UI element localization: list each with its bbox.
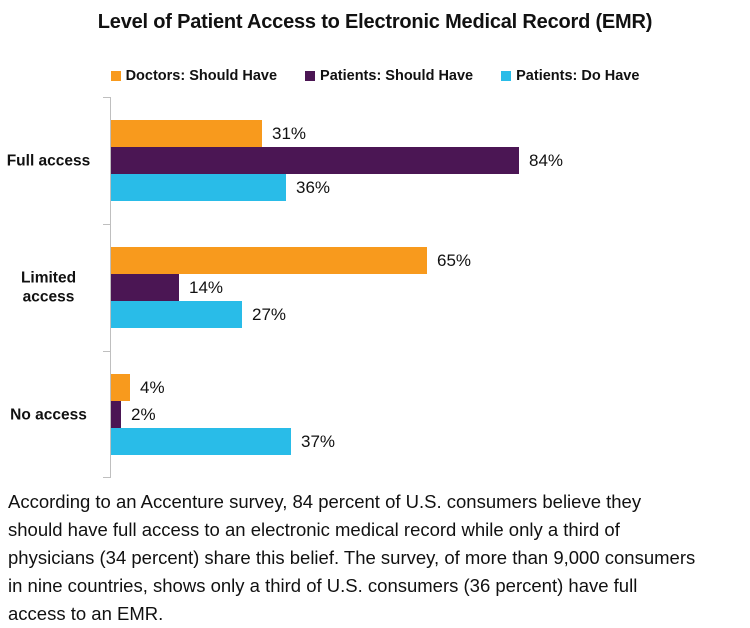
caption-line: According to an Accenture survey, 84 per… (8, 491, 642, 512)
bar-value-label: 84% (529, 151, 564, 170)
caption-line: should have full access to an electronic… (8, 519, 620, 540)
axis-tick (103, 97, 110, 98)
axis-tick (103, 477, 110, 478)
bar-value-label: 27% (252, 305, 287, 324)
caption-line: access to an EMR. (8, 603, 164, 624)
bar-value-label: 31% (272, 124, 307, 143)
bar (111, 274, 179, 301)
bar-value-label: 4% (140, 378, 165, 397)
bar-value-label: 65% (437, 251, 472, 270)
caption: According to an Accenture survey, 84 per… (8, 488, 748, 628)
legend-item: Doctors: Should Have (110, 68, 278, 84)
legend-swatch-icon (501, 71, 512, 81)
bar-value-label: 2% (131, 405, 156, 424)
bar (111, 374, 130, 401)
legend-label: Patients: Should Have (320, 68, 474, 84)
bar (111, 147, 519, 174)
legend-swatch-icon (305, 71, 316, 81)
bar (111, 120, 262, 147)
category-label: Full access (6, 151, 91, 169)
axis-tick (103, 224, 110, 225)
y-axis-line (110, 97, 111, 478)
legend-label: Patients: Do Have (516, 68, 640, 84)
bar (111, 301, 242, 328)
legend-item: Patients: Do Have (501, 68, 639, 84)
legend-label: Doctors: Should Have (125, 68, 278, 84)
bar-chart: Full access 31% 84% 36% Limited access 65% 14%… (0, 97, 750, 478)
axis-tick (103, 351, 110, 352)
bar-value-label: 37% (301, 432, 336, 451)
legend-item: Patients: Should Have (305, 68, 473, 84)
bar (111, 401, 121, 428)
bar-value-label: 14% (189, 278, 224, 297)
caption-line: physicians (34 percent) share this belie… (8, 547, 696, 568)
chart-title: Level of Patient Access to Electronic Me… (97, 11, 653, 33)
bar (111, 247, 427, 274)
legend-swatch-icon (110, 71, 121, 81)
legend: Doctors: Should Have Patients: Should Hav… (0, 68, 750, 84)
caption-line: in nine countries, shows only a third of… (8, 575, 638, 596)
bar-value-label: 36% (296, 178, 331, 197)
category-label: Limited access (20, 269, 77, 306)
bar (111, 174, 286, 201)
bar (111, 428, 291, 455)
category-label: No access (10, 405, 87, 423)
